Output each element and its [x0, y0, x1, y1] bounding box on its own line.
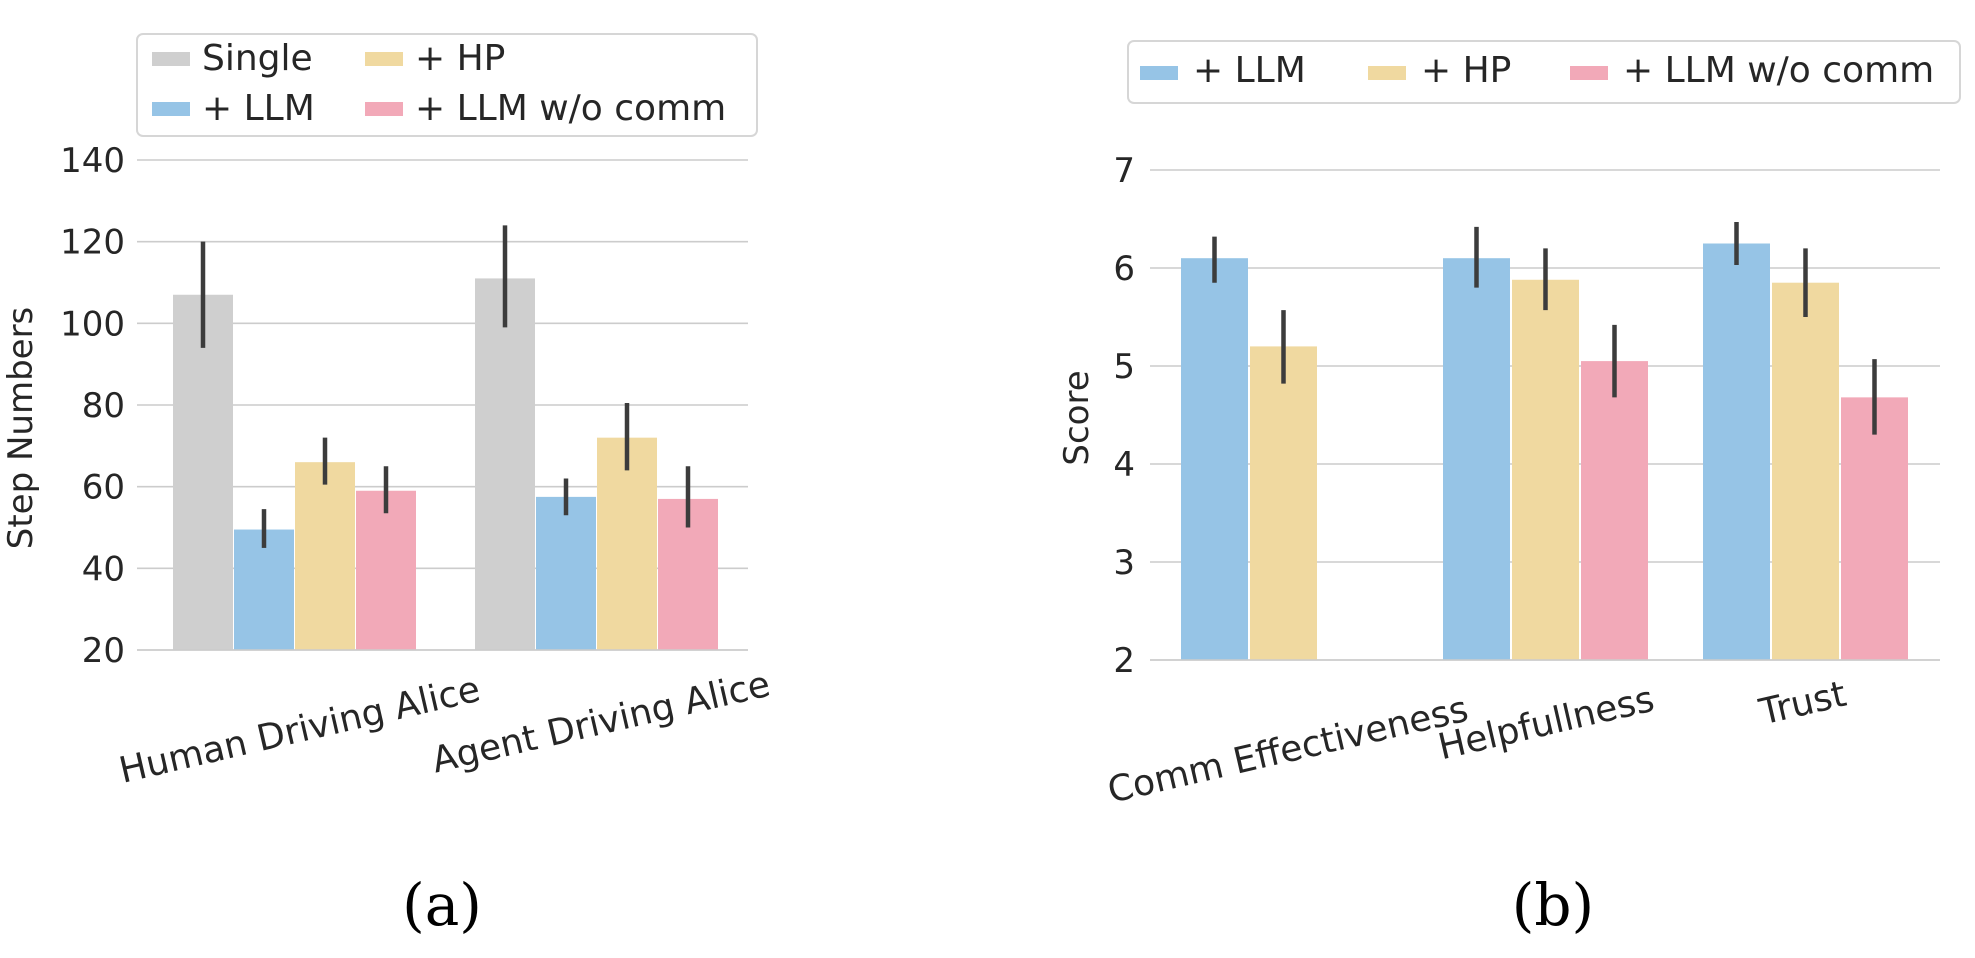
panel-b-legend-label-llm-wo-comm: + LLM w/o comm: [1623, 50, 1934, 91]
panel-b-y-tick-4: 4: [1113, 445, 1135, 485]
panel-b-bar-2-2: [1841, 397, 1908, 660]
panel-b-bar-1-2: [1772, 282, 1839, 660]
panel-b-legend-label-llm: + LLM: [1193, 50, 1306, 91]
panel-a-legend-label-single: Single: [202, 38, 313, 79]
panel-a-y-tick-40: 40: [82, 549, 125, 589]
panel-a-y-tick-labels: 20 40 60 80 100 120 140: [60, 141, 125, 671]
panel-b-y-tick-7: 7: [1113, 151, 1135, 191]
panel-b-y-tick-2: 2: [1113, 641, 1135, 681]
panel-b-bar-1-1: [1512, 279, 1579, 660]
panel-a-y-tick-60: 60: [82, 468, 125, 508]
panel-b-legend-frame: [1127, 40, 1961, 104]
panel-a-legend-swatch-hp: [365, 52, 403, 66]
panel-b-bar-0-0: [1181, 258, 1248, 660]
panel-a-bar-2-1: [597, 437, 657, 650]
panel-b-bar-0-1: [1443, 258, 1510, 660]
panel-a-caption: (a): [402, 871, 482, 939]
panel-a-y-tick-80: 80: [82, 386, 125, 426]
panel-a-bar-0-0: [173, 294, 233, 650]
panel-b-bar-0-2: [1703, 243, 1770, 660]
panel-b-y-tick-labels: 2 3 4 5 6 7: [1113, 151, 1135, 681]
panel-b-caption: (b): [1512, 871, 1594, 939]
panel-a-bar-1-0: [234, 529, 294, 650]
panel-a-y-axis-label: Step Numbers: [1, 307, 41, 550]
panel-a-legend-swatch-llm: [152, 102, 190, 116]
panel-a-bars: [173, 278, 718, 650]
panel-b-legend-swatch-llm-wo-comm: [1570, 66, 1608, 80]
panel-b-legend-swatch-hp: [1368, 66, 1406, 80]
panel-a-legend-label-llm: + LLM: [202, 88, 315, 129]
panel-b-legend-swatch-llm: [1140, 66, 1178, 80]
panel-b-category-label-0: Comm Effectiveness: [1104, 689, 1472, 812]
panel-b-legend-label-hp: + HP: [1421, 50, 1511, 91]
panel-b-bar-1-0: [1250, 346, 1317, 660]
panel-a-y-tick-140: 140: [60, 141, 125, 181]
panel-b-y-tick-6: 6: [1113, 249, 1135, 289]
panel-a-category-label-1: Agent Driving Alice: [428, 664, 774, 782]
panel-a-legend-frame: [136, 33, 758, 137]
panel-a-legend-swatch-llm-wo-comm: [365, 102, 403, 116]
panel-a-chart: 20 40 60 80 100 120 140 Step Numbers Human Dri…: [1, 33, 774, 939]
panel-a-bar-0-1: [475, 278, 535, 650]
panel-b-error-bars: [1212, 221, 1877, 435]
panel-a-y-tick-120: 120: [60, 223, 125, 263]
panel-a-bar-1-1: [536, 496, 596, 650]
panel-b-y-tick-3: 3: [1113, 543, 1135, 583]
panel-b-y-tick-5: 5: [1113, 347, 1135, 387]
panel-a-legend-label-hp: + HP: [415, 38, 505, 79]
panel-a-legend-swatch-single: [152, 52, 190, 66]
panel-a-y-tick-100: 100: [60, 304, 125, 344]
panel-a-error-bars: [200, 225, 691, 548]
panel-b-category-label-2: Trust: [1755, 674, 1850, 734]
panel-a-legend: Single + LLM + HP + LLM w/o comm: [136, 33, 758, 137]
panel-a-bar-3-0: [356, 490, 416, 650]
panel-a-legend-label-llm-wo-comm: + LLM w/o comm: [415, 88, 726, 129]
panel-b-bar-2-1: [1581, 361, 1648, 660]
panel-a-category-label-0: Human Driving Alice: [115, 669, 484, 792]
panel-a-bar-2-0: [295, 462, 355, 650]
panel-b-chart: 2 3 4 5 6 7 Score Comm Effectiveness Helpfull…: [1057, 40, 1961, 939]
panel-b-y-axis-label: Score: [1057, 370, 1097, 465]
panel-a-y-tick-20: 20: [82, 631, 125, 671]
panel-b-category-label-1: Helpfullness: [1434, 679, 1658, 768]
panel-b-bars: [1181, 243, 1908, 660]
panel-b-legend: + LLM + HP + LLM w/o comm: [1127, 40, 1961, 104]
